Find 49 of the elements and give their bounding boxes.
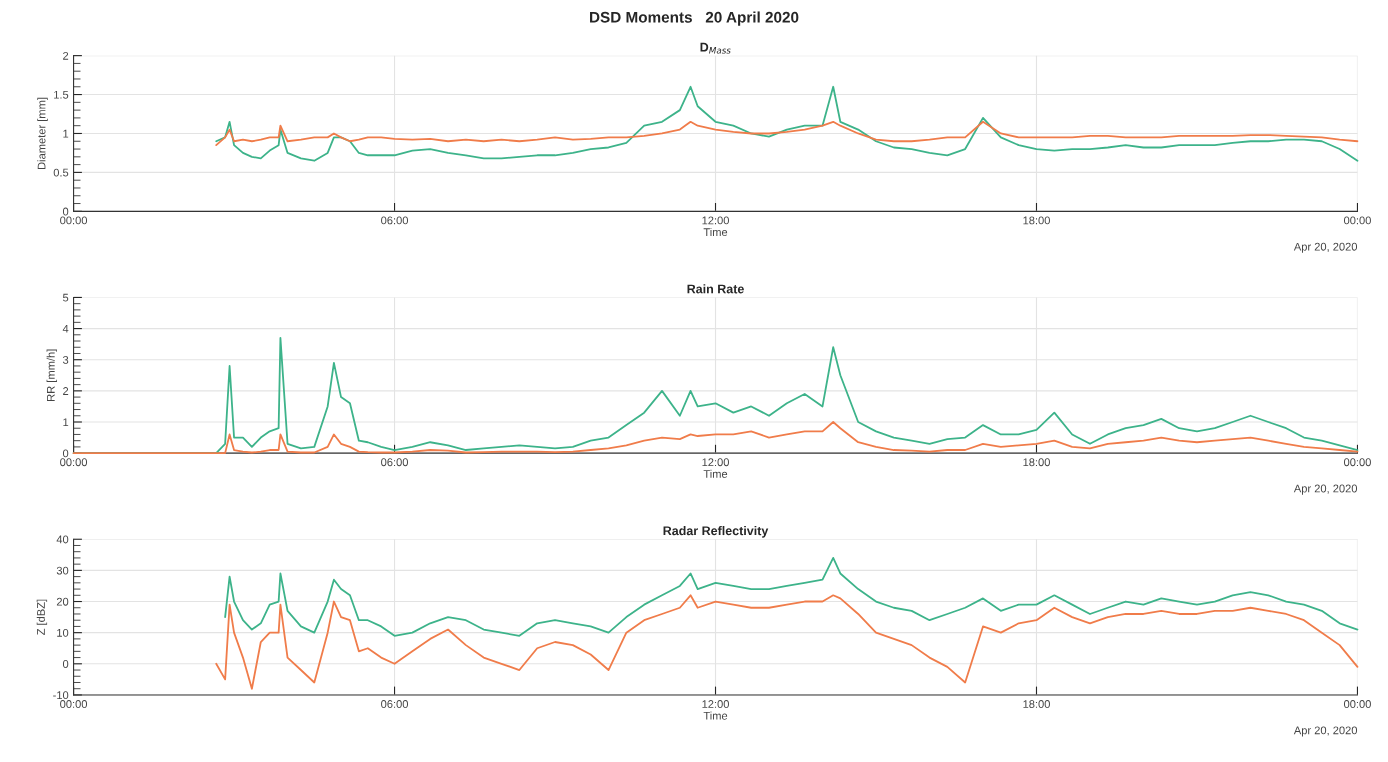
x-tick-label: 12:00 bbox=[702, 216, 729, 225]
text: Apr 20, 2020 bbox=[1293, 484, 1358, 495]
y-tick-label: 0 bbox=[62, 207, 69, 216]
y-tick-label: 3 bbox=[62, 355, 69, 364]
line-series bbox=[215, 594, 1359, 690]
x-tick-label: 00:00 bbox=[1344, 700, 1371, 708]
y-tick-label: 2 bbox=[63, 387, 69, 395]
x-axis-title: Time bbox=[703, 711, 728, 720]
x-tick-label: 00:00 bbox=[60, 700, 88, 708]
y-tick-label: 0 bbox=[62, 449, 69, 458]
x-tick-label: 00:00 bbox=[60, 216, 88, 225]
y-tick-label: 40 bbox=[56, 535, 69, 544]
y-tick-label: 1 bbox=[63, 129, 69, 138]
x-tick-label: 06:00 bbox=[381, 216, 409, 225]
x-axis-title: Time bbox=[703, 469, 728, 478]
x-tick-label: 00:00 bbox=[60, 458, 88, 467]
line-series bbox=[215, 85, 1359, 162]
x-tick-label: 18:00 bbox=[1023, 700, 1050, 708]
y-tick-label: 0 bbox=[62, 660, 69, 668]
line-series bbox=[215, 120, 1359, 147]
y-axis-title: Z [dBZ] bbox=[36, 599, 48, 635]
x-axis-title: Time bbox=[703, 227, 728, 237]
x-tick-label: 18:00 bbox=[1023, 458, 1050, 467]
chart-title: D$_{Mass}$ bbox=[700, 42, 731, 54]
x-tick-label: 18:00 bbox=[1023, 216, 1050, 225]
y-tick-label: 20 bbox=[56, 597, 69, 606]
x-tick-label: 00:00 bbox=[1344, 216, 1371, 225]
text: DSD Moments 20 April 2020 bbox=[590, 11, 799, 26]
chart-title: Rain Rate bbox=[687, 284, 744, 294]
y-tick-label: -10 bbox=[53, 691, 69, 700]
y-axis-title: Diameter [mm] bbox=[37, 97, 48, 169]
y-tick-label: 0.5 bbox=[53, 168, 69, 177]
x-tick-label: 12:00 bbox=[702, 700, 729, 708]
y-tick-label: 2 bbox=[63, 51, 69, 60]
chart-title: Radar Reflectivity bbox=[663, 526, 769, 538]
y-tick-label: 30 bbox=[56, 566, 69, 575]
y-tick-label: 1.5 bbox=[54, 90, 69, 99]
x-tick-label: 12:00 bbox=[702, 458, 729, 467]
text: Apr 20, 2020 bbox=[1293, 242, 1358, 253]
x-tick-label: 00:00 bbox=[1344, 458, 1371, 467]
y-axis-title: RR [mm/h] bbox=[46, 349, 57, 401]
y-tick-label: 4 bbox=[62, 324, 69, 333]
y-tick-label: 5 bbox=[62, 293, 69, 302]
y-tick-label: 1 bbox=[63, 418, 69, 427]
x-tick-label: 06:00 bbox=[381, 700, 409, 708]
line-series bbox=[224, 557, 1359, 637]
y-tick-label: 10 bbox=[57, 628, 69, 637]
x-tick-label: 06:00 bbox=[381, 458, 409, 467]
text: Apr 20, 2020 bbox=[1293, 726, 1358, 737]
